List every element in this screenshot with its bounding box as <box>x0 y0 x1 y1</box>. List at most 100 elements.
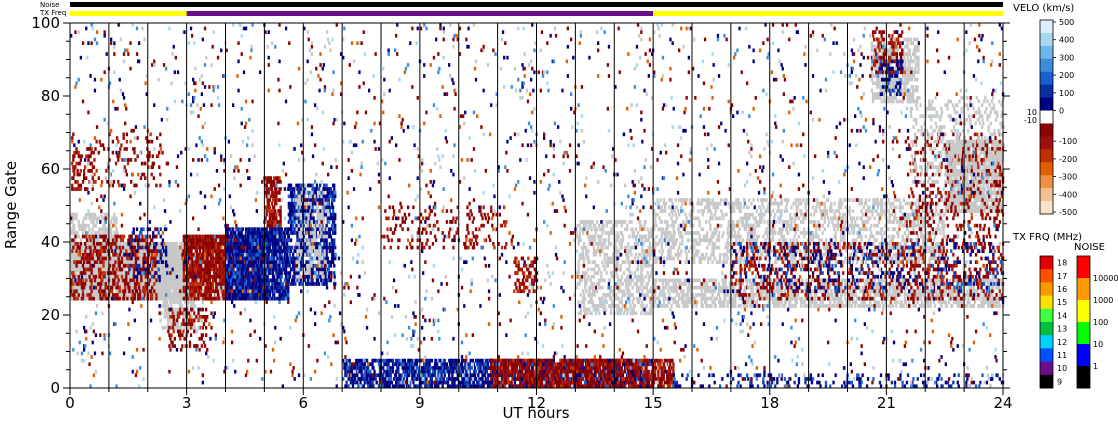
data-cell <box>90 282 93 286</box>
data-cell <box>104 293 107 297</box>
data-cell <box>241 296 244 301</box>
data-cell <box>208 271 211 275</box>
data-cell <box>130 180 133 184</box>
data-cell <box>246 252 249 257</box>
data-cell <box>195 274 198 279</box>
data-cell <box>178 256 181 261</box>
data-cell <box>193 296 196 301</box>
data-cell <box>164 304 168 308</box>
data-cell <box>169 318 172 323</box>
data-cell <box>145 285 148 290</box>
data-cell <box>100 282 103 286</box>
data-cell <box>98 139 101 144</box>
data-cell <box>256 231 260 235</box>
data-cell <box>115 234 118 239</box>
data-cell <box>99 227 102 232</box>
data-cell <box>175 285 179 290</box>
data-cell <box>112 267 115 272</box>
data-cell <box>166 267 169 272</box>
data-cell <box>270 278 274 283</box>
data-cell <box>177 293 181 297</box>
data-cell <box>240 231 243 235</box>
data-cell <box>270 190 274 195</box>
data-cell <box>90 150 93 155</box>
data-cell <box>70 278 73 283</box>
data-cell <box>81 289 85 294</box>
data-cell <box>313 263 316 268</box>
data-cell <box>208 278 211 283</box>
data-cell <box>224 293 228 297</box>
data-cell <box>260 293 263 297</box>
data-cell <box>269 223 273 228</box>
data-cell <box>273 176 276 180</box>
data-cell <box>115 238 118 243</box>
data-cell <box>127 158 131 162</box>
data-cell <box>259 238 262 243</box>
data-cell <box>308 183 311 188</box>
data-cell <box>237 289 240 294</box>
data-cell <box>91 252 94 257</box>
data-cell <box>182 271 185 275</box>
data-cell <box>90 147 93 151</box>
data-cell <box>273 289 276 294</box>
data-cell <box>101 296 104 301</box>
data-cell <box>74 245 77 250</box>
data-cell <box>277 242 280 246</box>
data-cell <box>78 172 81 177</box>
data-cell <box>198 245 202 250</box>
data-cell <box>189 300 192 305</box>
data-cell <box>77 150 80 155</box>
data-cell <box>106 238 109 243</box>
data-cell <box>81 242 85 246</box>
data-cell <box>220 256 223 261</box>
data-cell <box>183 263 187 268</box>
data-cell <box>145 282 148 286</box>
data-cell <box>70 231 73 235</box>
data-cell <box>118 150 121 155</box>
data-cell <box>156 245 159 250</box>
data-cell <box>200 263 203 268</box>
data-cell <box>191 271 194 275</box>
data-cell <box>75 271 78 275</box>
data-cell <box>85 223 88 228</box>
data-cell <box>76 172 79 177</box>
data-cell <box>74 296 77 301</box>
data-cell <box>90 267 93 272</box>
data-cell <box>117 242 120 246</box>
data-cell <box>221 249 224 253</box>
data-cell <box>256 252 260 257</box>
data-cell <box>144 256 147 261</box>
data-cell <box>265 212 268 217</box>
data-cell <box>127 282 130 286</box>
data-cell <box>267 252 270 257</box>
data-cell <box>275 252 278 257</box>
data-cell <box>117 234 120 239</box>
data-cell <box>170 304 173 308</box>
data-cell <box>190 242 193 246</box>
data-cell <box>97 176 100 180</box>
data-cell <box>269 238 273 243</box>
data-cell <box>250 278 253 283</box>
data-cell <box>101 227 104 232</box>
data-cell <box>155 234 158 239</box>
data-cell <box>260 285 263 290</box>
data-cell <box>174 318 177 323</box>
data-cell <box>151 249 154 253</box>
data-cell <box>184 260 188 264</box>
data-cell <box>70 282 73 286</box>
data-cell <box>278 285 281 290</box>
data-cell <box>290 198 294 202</box>
data-cell <box>72 282 75 286</box>
data-cell <box>168 311 171 316</box>
data-cell <box>174 296 177 301</box>
data-cell <box>315 220 319 224</box>
data-cell <box>81 231 85 235</box>
data-cell <box>201 296 204 301</box>
data-cell <box>238 227 241 232</box>
data-cell <box>114 274 117 279</box>
data-cell <box>131 289 134 294</box>
data-cell <box>85 154 88 159</box>
data-cell <box>84 227 87 232</box>
data-cell <box>184 318 187 323</box>
data-cell <box>115 267 118 272</box>
